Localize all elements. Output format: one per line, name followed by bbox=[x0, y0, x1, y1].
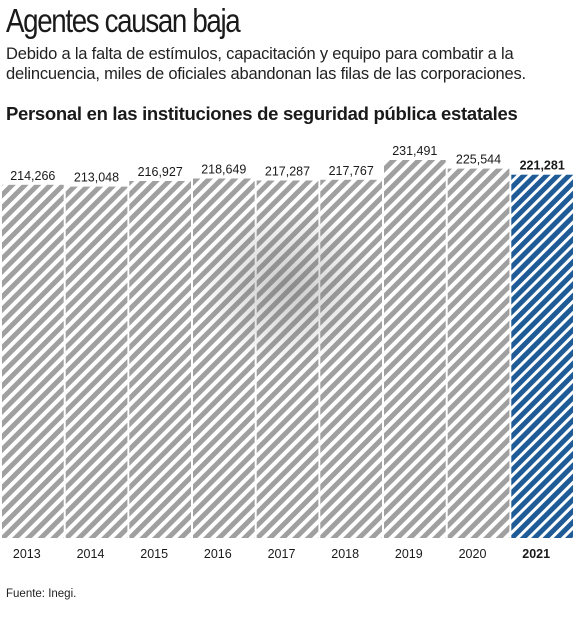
watermark-emblem bbox=[196, 204, 380, 368]
value-label-2017: 217,287 bbox=[265, 165, 310, 179]
bar-2020 bbox=[447, 168, 510, 538]
value-label-2015: 216,927 bbox=[138, 165, 183, 179]
value-label-2020: 225,544 bbox=[456, 153, 501, 167]
bar-2013 bbox=[2, 184, 64, 539]
value-label-2013: 214,266 bbox=[10, 169, 55, 183]
subtitle: Debido a la falta de estímulos, capacita… bbox=[6, 45, 526, 83]
headline: Agentes causan baja bbox=[6, 2, 241, 39]
category-label-2017: 2017 bbox=[268, 547, 296, 561]
category-label-2021: 2021 bbox=[522, 547, 550, 561]
value-label-2014: 213,048 bbox=[74, 171, 119, 185]
source-note: Fuente: Inegi. bbox=[6, 588, 77, 600]
chart-title: Personal en las instituciones de segurid… bbox=[6, 103, 518, 124]
value-label-2019: 231,491 bbox=[392, 144, 437, 158]
value-label-2021: 221,281 bbox=[520, 159, 565, 173]
value-label-2018: 217,767 bbox=[329, 164, 374, 178]
category-label-2018: 2018 bbox=[331, 547, 359, 561]
bar-2019 bbox=[384, 160, 446, 538]
category-label-2020: 2020 bbox=[459, 547, 487, 561]
bar-2021 bbox=[511, 174, 573, 538]
category-label-2015: 2015 bbox=[140, 547, 168, 561]
bar-chart: 214,266 2013 213,048 2014 216,927 2015 218,649… bbox=[2, 144, 573, 561]
category-label-2016: 2016 bbox=[204, 547, 232, 561]
category-label-2013: 2013 bbox=[13, 547, 41, 561]
category-label-2014: 2014 bbox=[77, 547, 105, 561]
bar-2014 bbox=[65, 186, 128, 538]
bar-2015 bbox=[129, 181, 191, 538]
category-label-2019: 2019 bbox=[395, 547, 423, 561]
value-label-2016: 218,649 bbox=[201, 163, 246, 177]
